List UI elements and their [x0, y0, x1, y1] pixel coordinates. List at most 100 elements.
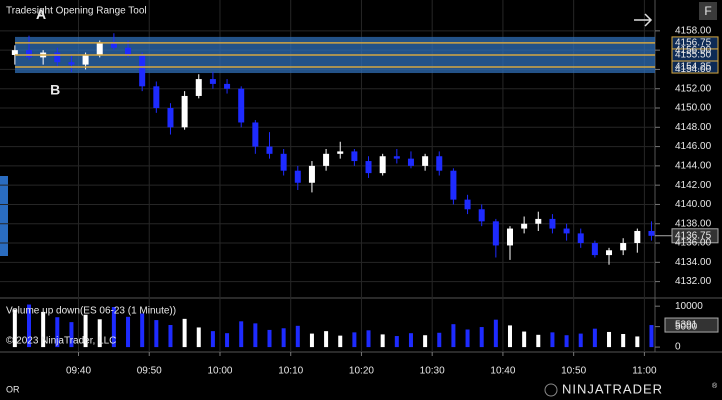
- volume-bar: [55, 317, 60, 348]
- candle-body: [634, 230, 641, 244]
- button[interactable]: [699, 2, 717, 20]
- candle-body: [82, 54, 89, 65]
- y-tick-label: 4158.00: [675, 26, 712, 37]
- volume-bar: [281, 328, 286, 348]
- y-tick-label: 4138.00: [675, 218, 712, 229]
- y-tick-label: 4132.00: [675, 276, 712, 287]
- volume-bar: [69, 322, 74, 348]
- candle-body: [294, 170, 301, 183]
- volume-bar: [196, 327, 201, 348]
- x-tick-label: 10:40: [490, 366, 515, 377]
- candle-body: [238, 88, 245, 123]
- volume-bar: [253, 323, 258, 348]
- last-volume-label: 5391: [675, 320, 698, 331]
- candle-body: [96, 42, 103, 55]
- button-label[interactable]: F: [704, 4, 711, 18]
- candle-body: [337, 151, 344, 154]
- x-tick-label: 10:10: [278, 366, 303, 377]
- candle-body: [464, 199, 471, 210]
- volume-bar: [338, 335, 343, 348]
- candle-body: [521, 223, 528, 229]
- y-tick-label: 4136.00: [675, 238, 712, 249]
- last-price-label: 4136.75: [675, 230, 712, 241]
- candle-body: [506, 228, 513, 246]
- volume-bar: [649, 325, 654, 348]
- candle-body: [450, 170, 457, 200]
- candle-body: [365, 161, 372, 174]
- candle-body: [606, 250, 613, 256]
- volume-bar: [380, 334, 385, 348]
- candle-body: [280, 153, 287, 171]
- logo-mark: ®: [712, 382, 718, 390]
- candle-body: [195, 79, 202, 96]
- y-tick-label: 0: [675, 342, 681, 353]
- volume-bar: [309, 333, 314, 348]
- candle-body: [323, 153, 330, 166]
- volume-bar: [621, 334, 626, 348]
- volume-bar: [479, 327, 484, 348]
- arrow-icon[interactable]: [634, 13, 653, 27]
- corner-label: OR: [6, 384, 20, 394]
- candle-body: [125, 47, 132, 55]
- y-tick-label: 4152.00: [675, 83, 712, 94]
- volume-bar: [239, 321, 244, 348]
- volume-bar: [27, 304, 32, 348]
- annotation: A: [36, 6, 46, 22]
- volume-bar: [182, 318, 187, 348]
- y-tick-label: 10000: [675, 301, 703, 312]
- volume-bar: [140, 313, 145, 348]
- side-tab[interactable]: [0, 176, 8, 256]
- x-tick-label: 09:50: [137, 366, 162, 377]
- level-label: 4155.50: [675, 50, 712, 61]
- level-label-box: [671, 60, 719, 74]
- candle-body: [26, 50, 33, 58]
- volume-bar: [83, 314, 88, 348]
- level-label: 4154.25: [675, 62, 712, 73]
- logo-icon: [544, 383, 558, 397]
- candle-body: [54, 52, 61, 63]
- volume-bar: [41, 311, 46, 348]
- candle-body: [308, 165, 315, 183]
- candle-body: [407, 158, 414, 166]
- candle-body: [181, 95, 188, 128]
- candle-body: [478, 209, 485, 222]
- last-price-box: [671, 228, 719, 244]
- annotation: B: [50, 81, 60, 97]
- volume-bar: [126, 316, 131, 348]
- candle-body: [379, 156, 386, 174]
- candle-body: [68, 62, 75, 65]
- candle-body: [563, 228, 570, 234]
- candle-body: [351, 151, 358, 162]
- candle-body: [436, 156, 443, 171]
- x-tick-label: 10:30: [420, 366, 445, 377]
- volume-bar: [295, 325, 300, 348]
- candle-body: [535, 218, 542, 224]
- candle-body: [139, 54, 146, 87]
- candle-body: [110, 42, 117, 48]
- volume-bar: [225, 333, 230, 348]
- candle-body: [393, 156, 400, 159]
- level-label: 4156.75: [675, 38, 712, 49]
- y-tick-label: 4140.00: [675, 199, 712, 210]
- volume-bar: [578, 333, 583, 348]
- x-tick-label: 10:20: [349, 366, 374, 377]
- candle-body: [577, 233, 584, 244]
- candle-body: [422, 156, 429, 166]
- volume-bar: [522, 331, 527, 348]
- volume-bar: [507, 325, 512, 348]
- candle-body: [549, 218, 556, 229]
- volume-bar: [168, 325, 173, 348]
- candle-body: [153, 86, 160, 109]
- volume-bar: [154, 320, 159, 348]
- y-tick-label: 4156.00: [675, 45, 712, 56]
- candle-body: [591, 243, 598, 256]
- x-tick-label: 10:50: [561, 366, 586, 377]
- volume-bar: [97, 319, 102, 348]
- y-tick-label: 4148.00: [675, 122, 712, 133]
- candle-body: [492, 221, 499, 246]
- y-tick-label: 4144.00: [675, 161, 712, 172]
- candle-body: [11, 50, 18, 55]
- y-tick-label: 4146.00: [675, 141, 712, 152]
